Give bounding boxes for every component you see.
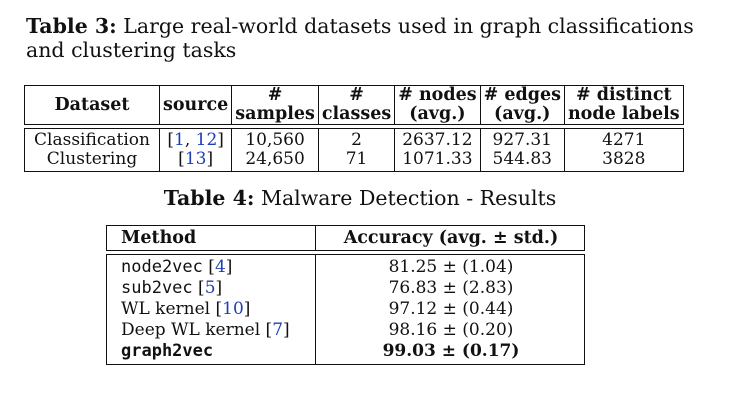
header-dataset: Dataset bbox=[24, 85, 160, 125]
malware-results-table: Method Accuracy (avg. ± std.) node2vec [… bbox=[106, 225, 585, 365]
cell-classes: 2 bbox=[317, 128, 395, 150]
cell-nodes: 2637.12 bbox=[394, 128, 481, 150]
cell-method: WL kernel [10] bbox=[106, 299, 316, 320]
cell-method: graph2vec bbox=[106, 341, 316, 365]
cell-accuracy: 81.25 ± (1.04) bbox=[315, 254, 585, 278]
citation-link[interactable]: 1 bbox=[173, 130, 185, 150]
cell-source: [13] bbox=[158, 149, 232, 172]
table4-caption-label: Table 4: bbox=[163, 186, 255, 210]
header-source: source bbox=[158, 85, 232, 125]
cell-edges: 927.31 bbox=[479, 128, 565, 150]
cell-dataset: Clustering bbox=[24, 150, 160, 172]
cell-dataset: Classification bbox=[24, 128, 160, 150]
cell-edges: 544.83 bbox=[479, 150, 565, 172]
table4-caption-text: Malware Detection - Results bbox=[260, 186, 557, 210]
header-method: Method bbox=[106, 225, 316, 251]
header-edges: # edges (avg.) bbox=[479, 85, 565, 125]
cell-classes: 71 bbox=[317, 150, 395, 172]
table4-caption: Table 4: Malware Detection - Results bbox=[0, 186, 720, 210]
header-classes: # classes bbox=[317, 85, 395, 125]
table-row: Clustering [13] 24,650 71 1071.33 544.83… bbox=[24, 149, 684, 172]
citation-link[interactable]: 12 bbox=[195, 130, 218, 150]
table-row: node2vec [4] 81.25 ± (1.04) bbox=[106, 254, 585, 278]
table-row: Deep WL kernel [7] 98.16 ± (0.20) bbox=[106, 320, 585, 341]
cell-samples: 10,560 bbox=[231, 128, 319, 150]
cell-labels: 4271 bbox=[563, 128, 684, 150]
cell-accuracy: 98.16 ± (0.20) bbox=[315, 320, 585, 341]
header-samples: # samples bbox=[231, 85, 319, 125]
table3-caption: Table 3: Large real-world datasets used … bbox=[26, 14, 716, 62]
citation-link[interactable]: 5 bbox=[204, 278, 216, 298]
cell-accuracy: 76.83 ± (2.83) bbox=[315, 278, 585, 299]
table4-header-row: Method Accuracy (avg. ± std.) bbox=[106, 225, 585, 251]
table-row: Classification [1, 12] 10,560 2 2637.12 … bbox=[24, 128, 684, 150]
cell-accuracy: 99.03 ± (0.17) bbox=[315, 341, 585, 365]
citation-link[interactable]: 13 bbox=[184, 149, 207, 169]
header-node-labels: # distinct node labels bbox=[563, 85, 684, 125]
citation-link[interactable]: 4 bbox=[214, 257, 226, 277]
citation-link[interactable]: 10 bbox=[222, 299, 244, 319]
datasets-table: Dataset source # samples # classes # nodes… bbox=[24, 85, 684, 172]
cell-method: Deep WL kernel [7] bbox=[106, 320, 316, 341]
table-row: WL kernel [10] 97.12 ± (0.44) bbox=[106, 299, 585, 320]
citation-link[interactable]: 7 bbox=[272, 320, 284, 340]
cell-accuracy: 97.12 ± (0.44) bbox=[315, 299, 585, 320]
cell-nodes: 1071.33 bbox=[394, 150, 481, 172]
cell-source: [1, 12] bbox=[158, 128, 232, 150]
table3-caption-text: Large real-world datasets used in graph … bbox=[26, 14, 694, 62]
table-row: sub2vec [5] 76.83 ± (2.83) bbox=[106, 278, 585, 299]
table3-caption-label: Table 3: bbox=[26, 14, 117, 38]
cell-labels: 3828 bbox=[563, 150, 684, 172]
cell-samples: 24,650 bbox=[231, 150, 319, 172]
header-nodes: # nodes (avg.) bbox=[394, 85, 481, 125]
header-accuracy: Accuracy (avg. ± std.) bbox=[315, 225, 585, 251]
table3-header-row: Dataset source # samples # classes # nodes… bbox=[24, 85, 684, 125]
cell-method: node2vec [4] bbox=[106, 254, 316, 278]
cell-method: sub2vec [5] bbox=[106, 278, 316, 299]
table-row: graph2vec 99.03 ± (0.17) bbox=[106, 341, 585, 365]
